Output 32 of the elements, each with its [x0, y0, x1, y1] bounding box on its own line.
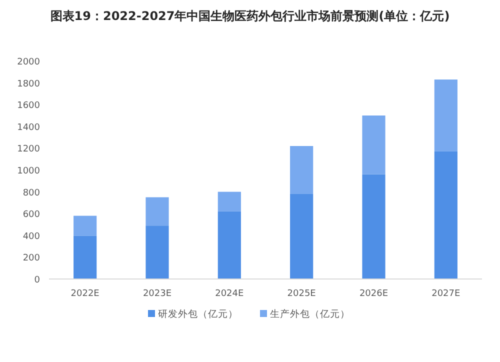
bar — [434, 151, 458, 279]
y-tick-label: 200 — [22, 254, 40, 264]
y-tick-label: 1800 — [17, 79, 40, 90]
chart-title: 图表19：2022-2027年中国生物医药外包行业市场前景预测(单位：亿元) — [50, 9, 450, 23]
bar — [362, 116, 386, 174]
bar — [146, 226, 169, 279]
y-tick-label: 0 — [34, 276, 40, 286]
bar — [434, 80, 458, 152]
bar — [74, 236, 97, 279]
bar — [218, 211, 241, 279]
y-tick-label: 1200 — [17, 144, 40, 155]
bar — [362, 174, 386, 279]
legend-label: 生产外包（亿元） — [270, 308, 350, 320]
y-tick-label: 1000 — [17, 166, 40, 176]
x-tick-label: 2024E — [215, 289, 244, 299]
bar — [218, 192, 241, 212]
bar — [74, 216, 97, 236]
bar — [290, 146, 314, 194]
y-tick-label: 800 — [22, 188, 40, 198]
y-tick-label: 1400 — [17, 122, 40, 133]
y-tick-label: 1600 — [17, 101, 40, 112]
y-tick-label: 400 — [22, 232, 40, 242]
bar — [290, 194, 314, 279]
x-tick-label: 2026E — [359, 289, 388, 299]
x-tick-label: 2023E — [142, 289, 172, 299]
x-tick-label: 2027E — [432, 289, 461, 299]
x-tick-label: 2022E — [70, 289, 100, 299]
legend-label: 研发外包（亿元） — [158, 308, 238, 320]
bar — [146, 197, 169, 226]
y-tick-label: 600 — [22, 210, 40, 220]
y-tick-label: 2000 — [17, 58, 40, 68]
x-tick-label: 2025E — [287, 289, 316, 299]
